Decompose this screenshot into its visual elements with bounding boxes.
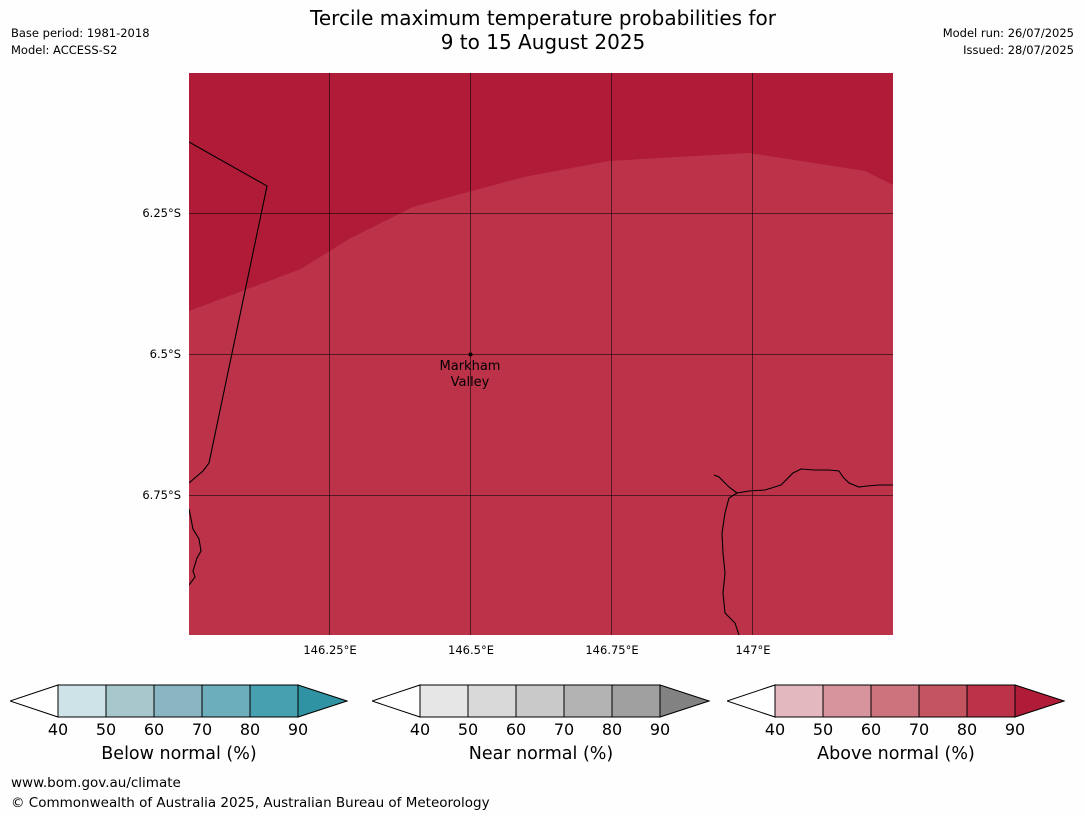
legend-near-colorbar <box>370 684 711 718</box>
legend-below-tick: 60 <box>143 720 165 739</box>
title-line-1: Tercile maximum temperature probabilitie… <box>310 6 776 30</box>
legend-above-normal: 40 50 60 70 80 90 Above normal (%) <box>725 684 1066 764</box>
legend-above-tick: 70 <box>908 720 930 739</box>
meta-left: Base period: 1981-2018 Model: ACCESS-S2 <box>11 25 150 59</box>
place-name-line-1: Markham <box>439 359 501 374</box>
lon-label-147: 147°E <box>735 643 771 657</box>
legend-near-tick: 90 <box>649 720 671 739</box>
footer-url: www.bom.gov.au/climate <box>11 775 181 791</box>
model-name: Model: ACCESS-S2 <box>11 43 118 57</box>
legend-near-tick: 50 <box>457 720 479 739</box>
legend-below-tick: 90 <box>287 720 309 739</box>
place-label-markham-valley: Markham Valley <box>420 359 520 391</box>
legend-near-tick: 80 <box>601 720 623 739</box>
legend-above-tick: 50 <box>812 720 834 739</box>
markham-valley-marker <box>468 352 473 357</box>
lat-label-6-5: 6.5°S <box>149 347 181 361</box>
map-title: Tercile maximum temperature probabilitie… <box>243 6 843 54</box>
legend-near-tick: 70 <box>553 720 575 739</box>
meta-right: Model run: 26/07/2025 Issued: 28/07/2025 <box>943 25 1074 59</box>
lon-label-146-25: 146.25°E <box>303 643 357 657</box>
legend-below-tick: 80 <box>239 720 261 739</box>
legend-below-tick: 50 <box>95 720 117 739</box>
coastline <box>189 141 893 635</box>
band-90 <box>189 73 893 311</box>
legend-above-tick: 90 <box>1004 720 1026 739</box>
issued-date: Issued: 28/07/2025 <box>963 43 1074 57</box>
legend-above-tick: 80 <box>956 720 978 739</box>
lat-label-6-75: 6.75°S <box>142 488 181 502</box>
lat-label-6-25: 6.25°S <box>142 206 181 220</box>
legend-near-tick: 60 <box>505 720 527 739</box>
title-line-2: 9 to 15 August 2025 <box>440 30 646 54</box>
legend-near-tick: 40 <box>409 720 431 739</box>
legend-below-title: Below normal (%) <box>101 744 257 764</box>
legend-above-colorbar <box>725 684 1066 718</box>
legend-near-title: Near normal (%) <box>468 744 614 764</box>
legend-below-tick: 70 <box>191 720 213 739</box>
place-name-line-2: Valley <box>450 375 490 390</box>
legend-below-tick: 40 <box>47 720 69 739</box>
legend-near-normal: 40 50 60 70 80 90 Near normal (%) <box>370 684 711 764</box>
legend-below-colorbar <box>8 684 349 718</box>
legend-above-tick: 60 <box>860 720 882 739</box>
lon-label-146-75: 146.75°E <box>585 643 639 657</box>
footer-copyright: © Commonwealth of Australia 2025, Austra… <box>11 795 490 811</box>
legend-below-normal: 40 50 60 70 80 90 Below normal (%) <box>8 684 349 764</box>
legend-above-tick: 40 <box>764 720 786 739</box>
model-run: Model run: 26/07/2025 <box>942 26 1074 40</box>
legend-above-title: Above normal (%) <box>817 744 975 764</box>
base-period: Base period: 1981-2018 <box>11 26 150 40</box>
probability-map <box>189 73 893 635</box>
lon-label-146-5: 146.5°E <box>448 643 494 657</box>
